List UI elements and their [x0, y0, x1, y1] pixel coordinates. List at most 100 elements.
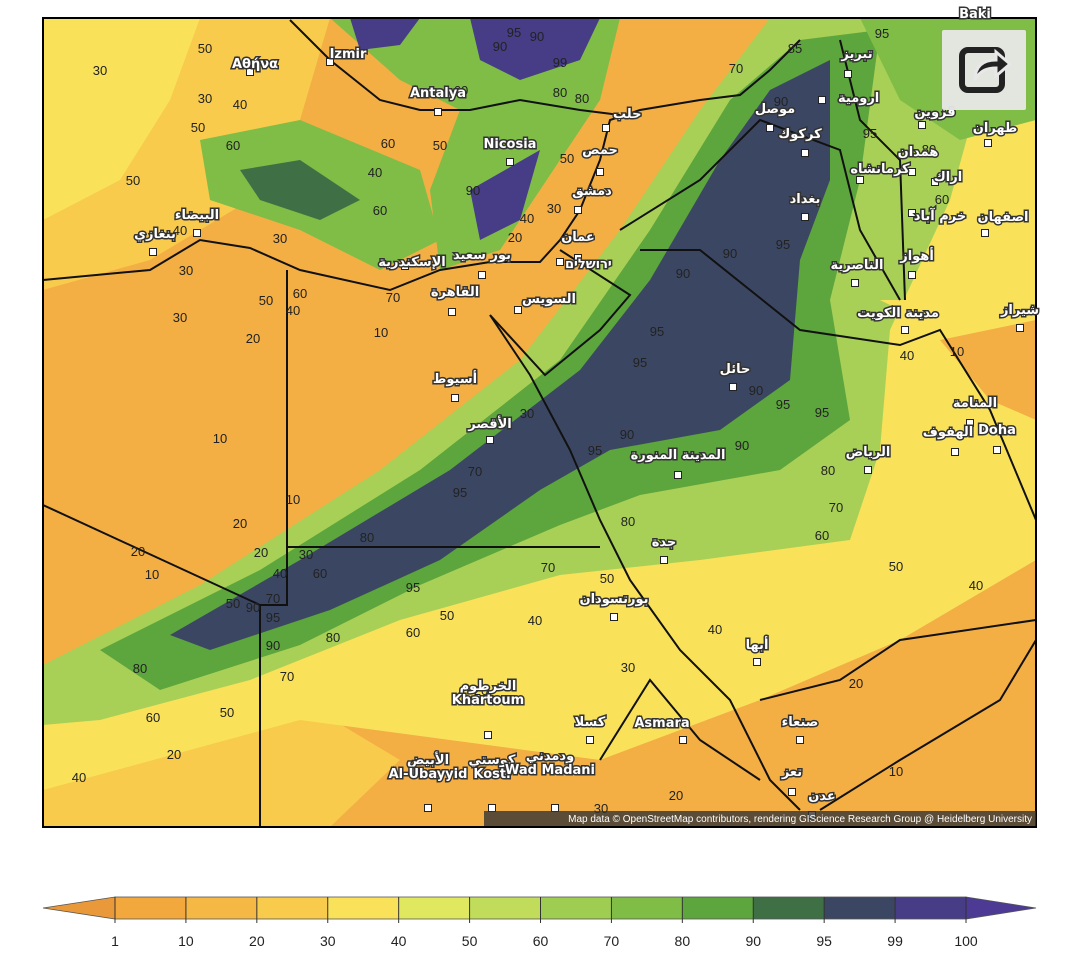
city-marker — [596, 168, 604, 176]
colorbar-tick-label: 10 — [178, 933, 194, 949]
city-marker — [514, 306, 522, 314]
contour-label: 80 — [621, 514, 635, 529]
contour-label: 70 — [386, 290, 400, 305]
colorbar-tick-label: 50 — [462, 933, 478, 949]
city-label: Αθήνα — [232, 57, 278, 72]
contour-label: 70 — [541, 560, 555, 575]
colorbar-segment — [115, 897, 186, 919]
contour-label: 95 — [507, 25, 521, 40]
contour-label: 40 — [273, 566, 287, 581]
colorbar-tick-label: 80 — [675, 933, 691, 949]
city-marker — [844, 70, 852, 78]
border — [640, 249, 1036, 521]
contour-label: 95 — [875, 26, 889, 41]
coastline — [289, 19, 621, 116]
city-marker — [484, 731, 492, 739]
city-marker — [424, 804, 432, 812]
coastline — [489, 314, 801, 811]
city-label: موصل — [755, 102, 795, 117]
map-frame — [42, 17, 1037, 828]
city-marker — [478, 271, 486, 279]
city-marker — [918, 121, 926, 129]
contour-label: 80 — [821, 463, 835, 478]
border — [259, 270, 288, 827]
colorbar-segment — [256, 897, 328, 919]
contour-label: 30 — [93, 63, 107, 78]
city-label: أهواز — [899, 247, 934, 264]
share-arrow — [973, 48, 1013, 81]
city-marker — [610, 613, 618, 621]
colorbar-segment — [398, 897, 470, 919]
share-button[interactable] — [942, 30, 1026, 110]
contour-label: 90 — [530, 29, 544, 44]
city-marker — [801, 149, 809, 157]
contour-label: 90 — [246, 600, 260, 615]
contour-label: 90 — [749, 383, 763, 398]
city-label: حلب — [613, 107, 641, 122]
city-label: الإسكندرية — [378, 255, 446, 270]
city-label: حمص — [582, 143, 618, 158]
city-marker — [788, 788, 796, 796]
contour-label: 80 — [575, 91, 589, 106]
city-label: أسيوط — [433, 370, 477, 387]
colorbar-segment — [895, 897, 966, 919]
contour-label: 20 — [474, 683, 488, 698]
city-label: دمشق — [572, 184, 612, 199]
contour-label: 60 — [454, 83, 468, 98]
colorbar-segment — [540, 897, 612, 919]
city-label: Nicosia — [484, 137, 537, 152]
city-label: الرياض — [846, 445, 891, 460]
contour-label: 95 — [650, 324, 664, 339]
city-marker — [908, 209, 916, 217]
city-label: Wad Madani — [505, 763, 595, 778]
contour-label: 60 — [373, 203, 387, 218]
border — [759, 619, 1036, 701]
city-label: جدة — [652, 535, 677, 550]
contour-label: 30 — [520, 406, 534, 421]
contour-label: 90 — [620, 427, 634, 442]
city-marker — [931, 178, 939, 186]
city-label: تبريز — [840, 47, 872, 62]
contour-label: 70 — [280, 669, 294, 684]
city-label: كوستي — [469, 753, 516, 768]
city-label: عمان — [561, 230, 595, 245]
city-label: Kosti — [473, 767, 510, 782]
contour-label: 60 — [146, 710, 160, 725]
border — [599, 678, 761, 781]
city-marker — [434, 108, 442, 116]
contour-label: 60 — [381, 136, 395, 151]
city-marker — [451, 394, 459, 402]
city-marker — [993, 446, 1001, 454]
contour-label: 80 — [326, 630, 340, 645]
city-label: السويس — [522, 292, 576, 307]
contour-label: 20 — [849, 676, 863, 691]
contour-label: 70 — [729, 61, 743, 76]
contour-label: 95 — [863, 126, 877, 141]
city-marker — [486, 436, 494, 444]
colorbar-segment — [611, 897, 683, 919]
border — [619, 118, 901, 301]
city-marker — [856, 176, 864, 184]
contour-label: 20 — [669, 788, 683, 803]
contour-label: 30 — [547, 201, 561, 216]
contour-label: 30 — [299, 547, 313, 562]
contour-label: 50 — [889, 559, 903, 574]
contour-label: 90 — [723, 246, 737, 261]
contour-label: 10 — [374, 325, 388, 340]
city-label: الخرطوم — [460, 679, 517, 694]
colorbar-segment — [682, 897, 754, 919]
contour-label: 95 — [776, 397, 790, 412]
city-marker — [448, 308, 456, 316]
map — [43, 18, 1036, 827]
contour-label: 60 — [293, 286, 307, 301]
city-label: صنعاء — [782, 715, 819, 730]
contour-label: 10 — [889, 764, 903, 779]
field-area — [350, 18, 600, 240]
contour-label: 95 — [776, 237, 790, 252]
contour-label: 90 — [493, 39, 507, 54]
city-label: ودمدني — [526, 749, 574, 764]
